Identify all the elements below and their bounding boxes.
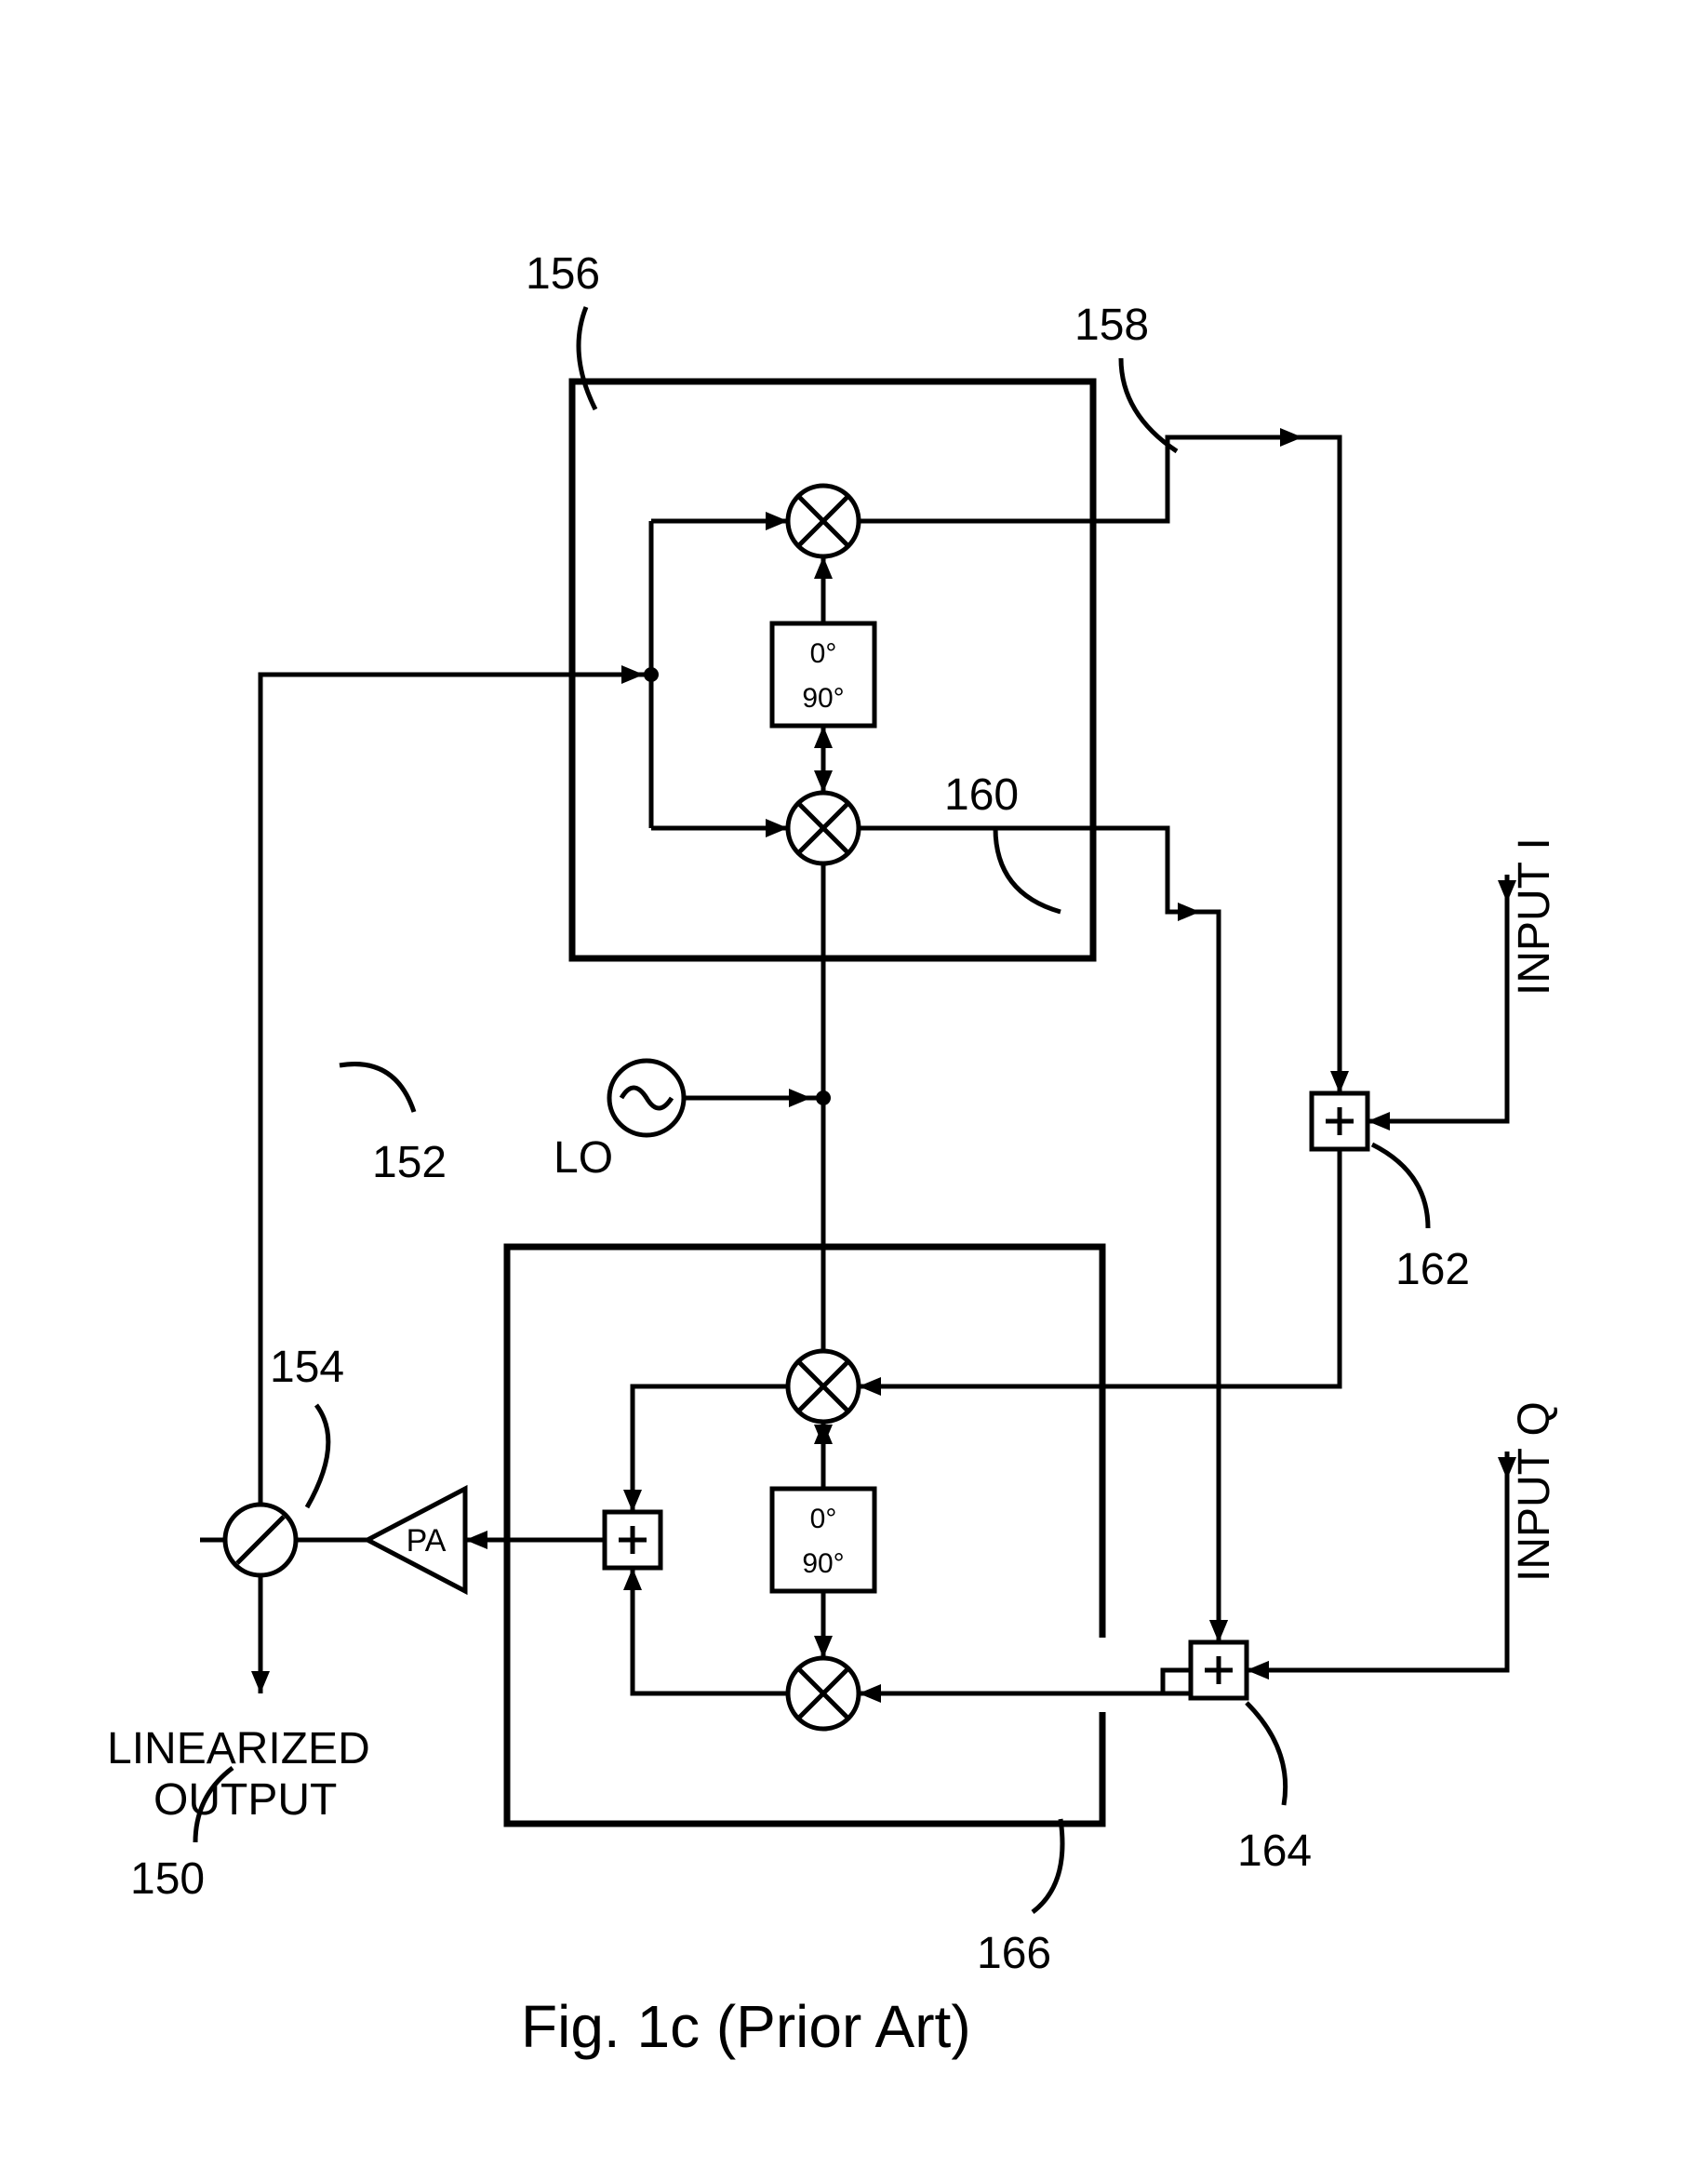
mixer-bot-i <box>788 1351 859 1422</box>
directional-coupler <box>225 1505 296 1575</box>
adder-q-redraw <box>1191 1642 1247 1698</box>
output-label-2: OUTPUT <box>153 1775 337 1825</box>
ref-150: 150 <box>130 1854 205 1904</box>
lo-node <box>816 1090 831 1105</box>
local-oscillator <box>609 1061 684 1135</box>
lo-label: LO <box>554 1133 613 1183</box>
mixer-top-q <box>788 793 859 863</box>
ref-164: 164 <box>1237 1826 1312 1876</box>
input-i-label: INPUT I <box>1510 837 1559 996</box>
mixer-bot-q <box>788 1658 859 1729</box>
ref-156: 156 <box>526 249 600 299</box>
ref-154: 154 <box>270 1343 344 1392</box>
mod-summer <box>605 1512 661 1568</box>
input-q-label: INPUT Q <box>1510 1401 1559 1582</box>
mixer-top-i <box>788 486 859 556</box>
ref-152: 152 <box>372 1138 447 1187</box>
adder-i <box>1312 1093 1368 1149</box>
output-label-1: LINEARIZED <box>107 1724 370 1773</box>
deg90-bot: 90° <box>802 1548 844 1579</box>
ref-166: 166 <box>977 1929 1051 1978</box>
figure-caption: Fig. 1c (Prior Art) <box>521 1993 971 2060</box>
power-amplifier: PA <box>367 1489 465 1591</box>
deg0-top: 0° <box>810 638 837 669</box>
deg0-bot: 0° <box>810 1504 837 1534</box>
phase-splitter-top: 0° 90° <box>772 623 874 726</box>
pa-label: PA <box>407 1523 447 1559</box>
ref-162: 162 <box>1395 1245 1470 1294</box>
ref-160: 160 <box>944 770 1019 820</box>
ref-158: 158 <box>1074 301 1149 350</box>
deg90-top: 90° <box>802 683 844 714</box>
phase-splitter-bottom: 0° 90° <box>772 1489 874 1591</box>
